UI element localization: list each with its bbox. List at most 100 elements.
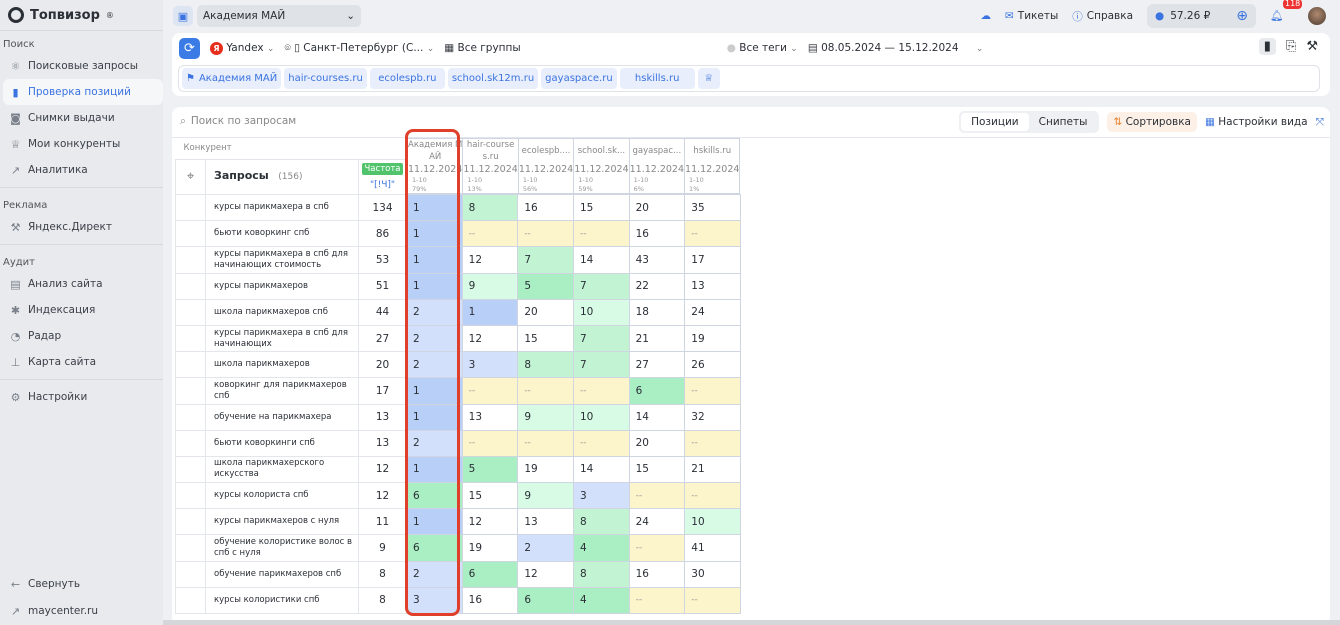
position-cell[interactable]: -- <box>628 586 686 615</box>
position-cell[interactable]: 19 <box>684 324 741 353</box>
position-cell[interactable]: -- <box>684 586 741 615</box>
position-cell[interactable]: 24 <box>684 298 741 326</box>
position-cell[interactable]: 24 <box>628 508 686 536</box>
position-cell[interactable]: 13 <box>517 508 574 536</box>
position-cell[interactable]: -- <box>628 482 686 510</box>
position-cell[interactable]: -- <box>572 377 630 405</box>
position-cell[interactable]: 32 <box>684 403 741 431</box>
query-text[interactable]: курсы парикмахеров с нуля <box>205 508 359 536</box>
help-link[interactable]: ⓘ Справка <box>1072 10 1134 23</box>
position-cell[interactable]: 1 <box>406 193 463 222</box>
position-cell[interactable]: 8 <box>572 560 630 588</box>
position-cell[interactable]: 4 <box>572 534 630 562</box>
position-cell[interactable]: 1 <box>406 403 463 431</box>
position-cell[interactable]: 19 <box>517 455 574 484</box>
sidebar-item[interactable]: ✱ Индексация <box>10 303 96 317</box>
position-cell[interactable]: -- <box>628 534 686 562</box>
competitor-column-header[interactable]: Академия МАЙ 11.12.2024 1-10 79% <box>406 138 464 194</box>
position-cell[interactable]: 2 <box>406 429 463 457</box>
position-cell[interactable]: 26 <box>684 351 741 379</box>
position-cell[interactable]: -- <box>461 220 519 248</box>
sidebar-item[interactable]: ◙ Снимки выдачи <box>10 111 115 125</box>
query-text[interactable]: курсы парикмахера в спб для начинающих с… <box>205 246 359 274</box>
query-text[interactable]: обучение колористике волос в спб с нуля <box>205 534 359 562</box>
position-cell[interactable]: 9 <box>461 272 519 300</box>
position-cell[interactable]: 6 <box>628 377 686 405</box>
position-cell[interactable]: 22 <box>628 272 686 300</box>
position-cell[interactable]: 10 <box>684 508 741 536</box>
position-cell[interactable]: 2 <box>517 534 574 562</box>
position-cell[interactable]: 2 <box>406 324 463 353</box>
position-cell[interactable]: 27 <box>628 351 686 379</box>
query-text[interactable]: курсы парикмахера в спб для начинающих <box>205 324 359 353</box>
sidebar-item[interactable]: ⚛ Поисковые запросы <box>10 59 138 73</box>
horizontal-scrollbar[interactable] <box>163 620 1340 625</box>
position-cell[interactable]: 7 <box>572 324 630 353</box>
position-cell[interactable]: 13 <box>461 403 519 431</box>
view-settings-button[interactable]: ▦ Настройки вида <box>1204 116 1308 128</box>
position-cell[interactable]: 16 <box>628 220 686 248</box>
position-cell[interactable]: 7 <box>572 351 630 379</box>
position-cell[interactable]: -- <box>461 429 519 457</box>
position-cell[interactable]: 15 <box>572 193 630 222</box>
position-cell[interactable]: 2 <box>406 298 463 326</box>
position-cell[interactable]: -- <box>572 429 630 457</box>
bell-icon[interactable]: 🔔︎ 118 <box>1270 0 1303 22</box>
position-cell[interactable]: 20 <box>628 193 686 222</box>
sidebar-item[interactable]: ◔ Радар <box>10 329 62 343</box>
refresh-button[interactable]: ⟳ <box>179 37 200 59</box>
position-cell[interactable]: 14 <box>572 246 630 274</box>
position-cell[interactable]: 15 <box>461 482 519 510</box>
date-range-select[interactable]: ▤ 08.05.2024 — 15.12.2024 ⌄ <box>807 42 984 54</box>
position-cell[interactable]: 2 <box>406 351 463 379</box>
sidebar-item-settings[interactable]: ⚙ Настройки <box>10 390 88 404</box>
competitor-column-header[interactable]: ecolespb.... 11.12.2024 1-10 56% <box>517 138 575 194</box>
collapse-sidebar-button[interactable]: ← Свернуть <box>10 577 81 591</box>
balance[interactable]: ● 57.26 ₽ ⊕ <box>1147 4 1256 28</box>
query-text[interactable]: школа парикмахеров спб <box>205 298 359 326</box>
position-cell[interactable]: 15 <box>517 324 574 353</box>
tab-positions[interactable]: Позиции <box>961 113 1029 131</box>
query-text[interactable]: курсы колориста спб <box>205 482 359 510</box>
position-cell[interactable]: 1 <box>406 377 463 405</box>
position-cell[interactable]: 6 <box>406 534 463 562</box>
position-cell[interactable]: 8 <box>517 351 574 379</box>
position-cell[interactable]: 20 <box>517 298 574 326</box>
frequency-header[interactable]: Частота <box>362 162 403 175</box>
search-input[interactable]: ⌕ Поиск по запросам <box>180 115 297 127</box>
sidebar-item[interactable]: ▤ Анализ сайта <box>10 277 103 291</box>
position-cell[interactable]: 14 <box>572 455 630 484</box>
position-cell[interactable]: 5 <box>461 455 519 484</box>
position-cell[interactable]: 8 <box>461 193 519 222</box>
position-cell[interactable]: 6 <box>406 482 463 510</box>
position-cell[interactable]: 12 <box>461 246 519 274</box>
position-cell[interactable]: -- <box>517 429 574 457</box>
position-cell[interactable]: 6 <box>517 586 574 615</box>
query-text[interactable]: курсы парикмахеров <box>205 272 359 300</box>
competitor-chip[interactable]: gayaspace.ru <box>541 68 617 89</box>
position-cell[interactable]: 17 <box>684 246 741 274</box>
position-cell[interactable]: 4 <box>572 586 630 615</box>
position-cell[interactable]: 12 <box>461 324 519 353</box>
position-cell[interactable]: 5 <box>517 272 574 300</box>
site-link[interactable]: ↗ maycenter.ru <box>10 604 99 618</box>
position-cell[interactable]: 9 <box>517 482 574 510</box>
position-cell[interactable]: 1 <box>406 272 463 300</box>
position-cell[interactable]: 15 <box>628 455 686 484</box>
query-text[interactable]: коворкинг для парикмахеров спб <box>205 377 359 405</box>
position-cell[interactable]: 10 <box>572 298 630 326</box>
tab-snippets[interactable]: Снипеты <box>1038 116 1088 128</box>
position-cell[interactable]: 16 <box>517 193 574 222</box>
position-cell[interactable]: 1 <box>461 298 519 326</box>
trophy-icon[interactable]: ♕ <box>697 68 720 89</box>
sort-button[interactable]: ⇅ Сортировка <box>1107 112 1197 132</box>
position-cell[interactable]: 43 <box>628 246 686 274</box>
sidebar-item[interactable]: ♕ Мои конкуренты <box>10 137 121 151</box>
position-cell[interactable]: 1 <box>406 508 463 536</box>
competitor-chip[interactable]: ⚑ Академия МАЙ <box>182 68 282 89</box>
position-cell[interactable]: 18 <box>628 298 686 326</box>
briefcase-icon[interactable]: ▣ <box>173 6 193 26</box>
position-cell[interactable]: 20 <box>628 429 686 457</box>
position-cell[interactable]: 16 <box>461 586 519 615</box>
position-cell[interactable]: 13 <box>684 272 741 300</box>
